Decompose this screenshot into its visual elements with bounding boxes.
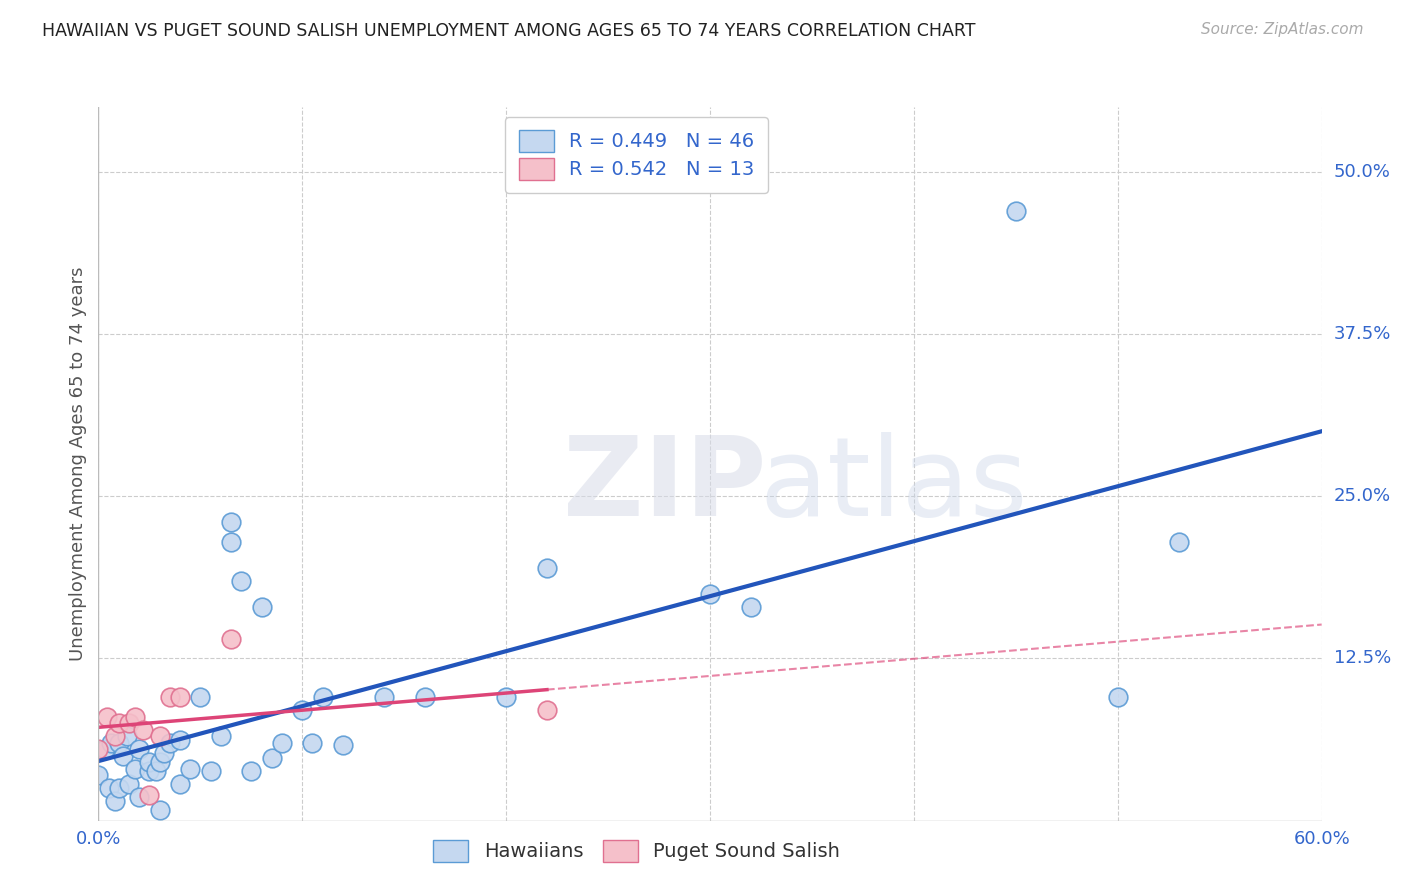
Point [108, 736, 131, 750]
Text: 12.5%: 12.5% [1334, 649, 1391, 667]
Text: HAWAIIAN VS PUGET SOUND SALISH UNEMPLOYMENT AMONG AGES 65 TO 74 YEARS CORRELATIO: HAWAIIAN VS PUGET SOUND SALISH UNEMPLOYM… [42, 22, 976, 40]
Point [219, 534, 242, 549]
Point [169, 777, 191, 791]
Point [149, 756, 172, 770]
Text: ZIP: ZIP [564, 432, 766, 539]
Point [536, 560, 558, 574]
Point [179, 762, 201, 776]
Y-axis label: Unemployment Among Ages 65 to 74 years: Unemployment Among Ages 65 to 74 years [69, 267, 87, 661]
Point [149, 803, 172, 817]
Point [108, 781, 131, 796]
Point [124, 710, 146, 724]
Point [108, 716, 131, 731]
Point [118, 777, 141, 791]
Text: Source: ZipAtlas.com: Source: ZipAtlas.com [1201, 22, 1364, 37]
Point [93, 742, 115, 756]
Point [373, 690, 395, 705]
Point [115, 729, 138, 743]
Point [188, 690, 212, 705]
Point [97, 781, 120, 796]
Point [169, 733, 191, 747]
Point [1107, 690, 1129, 705]
Text: 25.0%: 25.0% [1334, 487, 1391, 505]
Point [128, 790, 150, 805]
Point [138, 788, 160, 802]
Legend: Hawaiians, Puget Sound Salish: Hawaiians, Puget Sound Salish [419, 827, 853, 875]
Point [413, 690, 436, 705]
Point [291, 703, 314, 717]
Point [111, 748, 134, 763]
Point [231, 574, 253, 588]
Point [495, 690, 517, 705]
Point [87, 742, 110, 756]
Point [219, 632, 242, 646]
Point [332, 739, 354, 753]
Point [104, 729, 127, 743]
Point [169, 690, 191, 705]
Point [250, 599, 273, 614]
Point [96, 710, 118, 724]
Point [699, 586, 721, 600]
Point [100, 736, 122, 750]
Point [312, 690, 335, 705]
Point [104, 794, 127, 808]
Point [240, 764, 263, 779]
Point [138, 756, 160, 770]
Point [209, 729, 232, 743]
Point [270, 736, 294, 750]
Point [1004, 203, 1026, 218]
Point [1167, 534, 1189, 549]
Point [200, 764, 222, 779]
Point [124, 762, 146, 776]
Point [149, 729, 172, 743]
Point [132, 723, 155, 737]
Text: 37.5%: 37.5% [1334, 325, 1392, 343]
Point [128, 742, 150, 756]
Point [536, 703, 558, 717]
Point [145, 764, 167, 779]
Point [118, 716, 141, 731]
Point [159, 736, 181, 750]
Point [740, 599, 762, 614]
Point [87, 768, 110, 782]
Point [159, 690, 181, 705]
Text: 50.0%: 50.0% [1334, 163, 1391, 181]
Point [152, 746, 174, 760]
Point [219, 515, 242, 529]
Text: atlas: atlas [759, 432, 1028, 539]
Point [260, 751, 283, 765]
Point [138, 764, 160, 779]
Point [301, 736, 323, 750]
